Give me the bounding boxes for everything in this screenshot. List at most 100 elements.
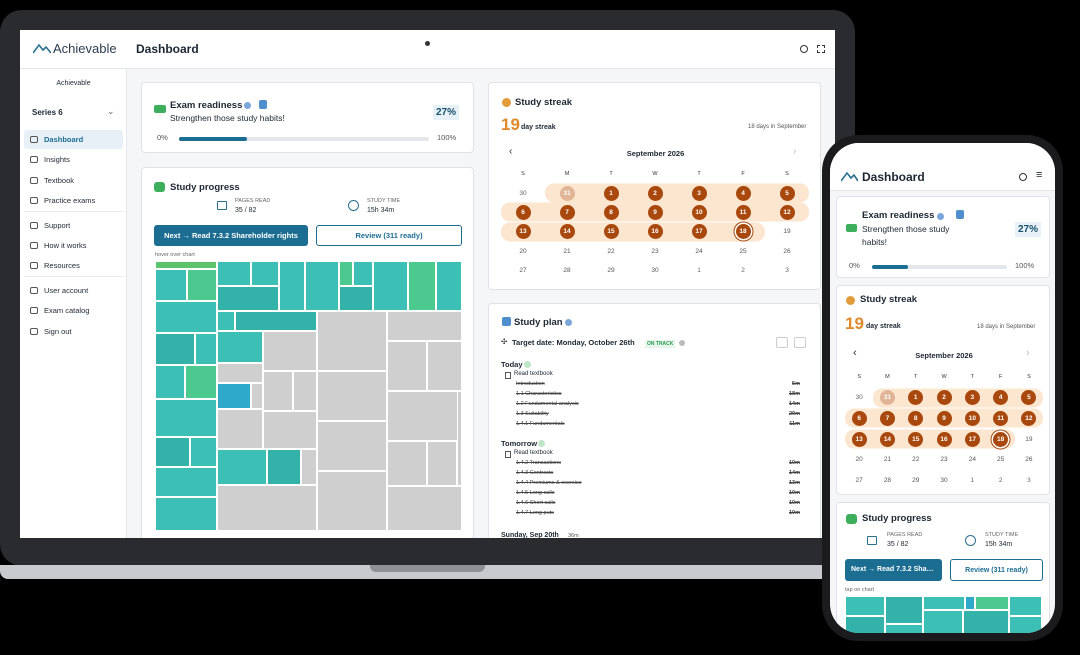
- day[interactable]: 20: [501, 242, 545, 261]
- next[interactable]: ›: [1026, 347, 1030, 359]
- treemap[interactable]: [155, 261, 462, 531]
- day[interactable]: 17: [677, 222, 721, 242]
- fullscreen-icon[interactable]: [817, 45, 825, 53]
- next-button[interactable]: Next → Read 7.3.2 Shareholder rights: [845, 559, 942, 581]
- day[interactable]: 21: [873, 449, 901, 470]
- day[interactable]: 2: [986, 470, 1014, 491]
- day[interactable]: 30: [930, 470, 958, 491]
- day[interactable]: 8: [589, 202, 633, 222]
- nav-item[interactable]: Exam catalog: [44, 306, 90, 316]
- day[interactable]: 19: [765, 222, 809, 241]
- day[interactable]: 1: [901, 388, 930, 409]
- day[interactable]: 2: [929, 388, 959, 409]
- nav-item[interactable]: Practice exams: [44, 196, 96, 206]
- day[interactable]: 15: [589, 222, 633, 242]
- day[interactable]: 1: [589, 183, 633, 203]
- day[interactable]: 11: [986, 408, 1015, 429]
- edit-button[interactable]: [776, 337, 788, 348]
- day[interactable]: 31: [873, 388, 902, 409]
- day[interactable]: 29: [589, 261, 633, 280]
- review-button[interactable]: Review (311 ready): [950, 559, 1043, 581]
- day[interactable]: 20: [845, 449, 873, 470]
- day[interactable]: 23: [633, 242, 677, 261]
- day[interactable]: 10: [677, 202, 721, 222]
- day[interactable]: 25: [986, 449, 1014, 470]
- day[interactable]: 2: [721, 261, 765, 280]
- day[interactable]: 3: [958, 388, 987, 409]
- day[interactable]: 25: [721, 242, 765, 261]
- day[interactable]: 21: [545, 242, 589, 261]
- day[interactable]: 6: [501, 202, 545, 222]
- day[interactable]: 11: [721, 202, 765, 222]
- day[interactable]: 2: [633, 183, 677, 203]
- day[interactable]: 6: [845, 408, 874, 429]
- theme-icon[interactable]: [1019, 173, 1027, 181]
- nav-item[interactable]: Dashboard: [44, 135, 84, 144]
- day[interactable]: 16: [633, 222, 677, 242]
- day[interactable]: 4: [986, 388, 1015, 409]
- day[interactable]: 22: [902, 449, 930, 470]
- hint: hover over chart: [155, 252, 195, 258]
- day[interactable]: 3: [677, 183, 721, 203]
- day[interactable]: 27: [845, 470, 873, 491]
- nav-item[interactable]: Resources: [44, 261, 80, 271]
- day[interactable]: 16: [929, 429, 959, 450]
- day[interactable]: 30: [845, 388, 873, 409]
- next-button[interactable]: Next → Read 7.3.2 Shareholder rights: [154, 225, 308, 246]
- day[interactable]: 14: [873, 429, 902, 450]
- exam-select[interactable]: Series 6: [32, 108, 63, 117]
- day[interactable]: 13: [845, 429, 874, 450]
- day[interactable]: 28: [873, 470, 901, 491]
- day[interactable]: 12: [1014, 408, 1044, 429]
- weekday: F: [741, 170, 745, 177]
- day[interactable]: 5: [765, 183, 809, 203]
- day[interactable]: 7: [873, 408, 902, 429]
- day[interactable]: 9: [633, 202, 677, 222]
- day[interactable]: 22: [589, 242, 633, 261]
- day[interactable]: 14: [545, 222, 589, 242]
- day[interactable]: 26: [765, 242, 809, 261]
- plan-time: 14m: [788, 401, 800, 407]
- treemap[interactable]: [845, 596, 1042, 633]
- menu-icon[interactable]: ≡: [1036, 169, 1043, 181]
- nav-item[interactable]: Sign out: [44, 326, 72, 336]
- review-button[interactable]: Review (311 ready): [316, 225, 462, 246]
- day[interactable]: 7: [545, 202, 589, 222]
- day[interactable]: 24: [958, 449, 986, 470]
- day[interactable]: 1: [958, 470, 986, 491]
- day[interactable]: 23: [930, 449, 958, 470]
- nav-item[interactable]: Insights: [44, 155, 70, 165]
- nav-item[interactable]: Support: [44, 220, 71, 230]
- day[interactable]: 12: [765, 202, 809, 222]
- day[interactable]: 9: [929, 408, 959, 429]
- day[interactable]: 18: [721, 222, 765, 242]
- day[interactable]: 4: [721, 183, 765, 203]
- day[interactable]: 24: [677, 242, 721, 261]
- theme-icon[interactable]: [800, 45, 808, 53]
- day[interactable]: 13: [501, 222, 545, 242]
- day[interactable]: 15: [901, 429, 930, 450]
- day[interactable]: 31: [545, 183, 589, 203]
- nav-item[interactable]: Textbook: [44, 175, 75, 185]
- day[interactable]: 18: [986, 429, 1015, 450]
- prev[interactable]: ‹: [853, 347, 857, 359]
- day[interactable]: 1: [677, 261, 721, 280]
- day[interactable]: 3: [765, 261, 809, 280]
- day[interactable]: 29: [902, 470, 930, 491]
- prev[interactable]: ‹: [509, 146, 513, 157]
- nav-item[interactable]: User account: [44, 285, 89, 295]
- day[interactable]: 5: [1014, 388, 1044, 409]
- day[interactable]: 8: [901, 408, 930, 429]
- day[interactable]: 19: [1015, 429, 1043, 450]
- day[interactable]: 3: [1015, 470, 1043, 491]
- day[interactable]: 17: [958, 429, 987, 450]
- day[interactable]: 30: [501, 183, 545, 202]
- day[interactable]: 26: [1015, 449, 1043, 470]
- day[interactable]: 10: [958, 408, 987, 429]
- day[interactable]: 30: [633, 261, 677, 280]
- nav-item[interactable]: How it works: [44, 241, 87, 250]
- next[interactable]: ›: [793, 146, 797, 157]
- day[interactable]: 27: [501, 261, 545, 280]
- day[interactable]: 28: [545, 261, 589, 280]
- download-button[interactable]: [794, 337, 806, 348]
